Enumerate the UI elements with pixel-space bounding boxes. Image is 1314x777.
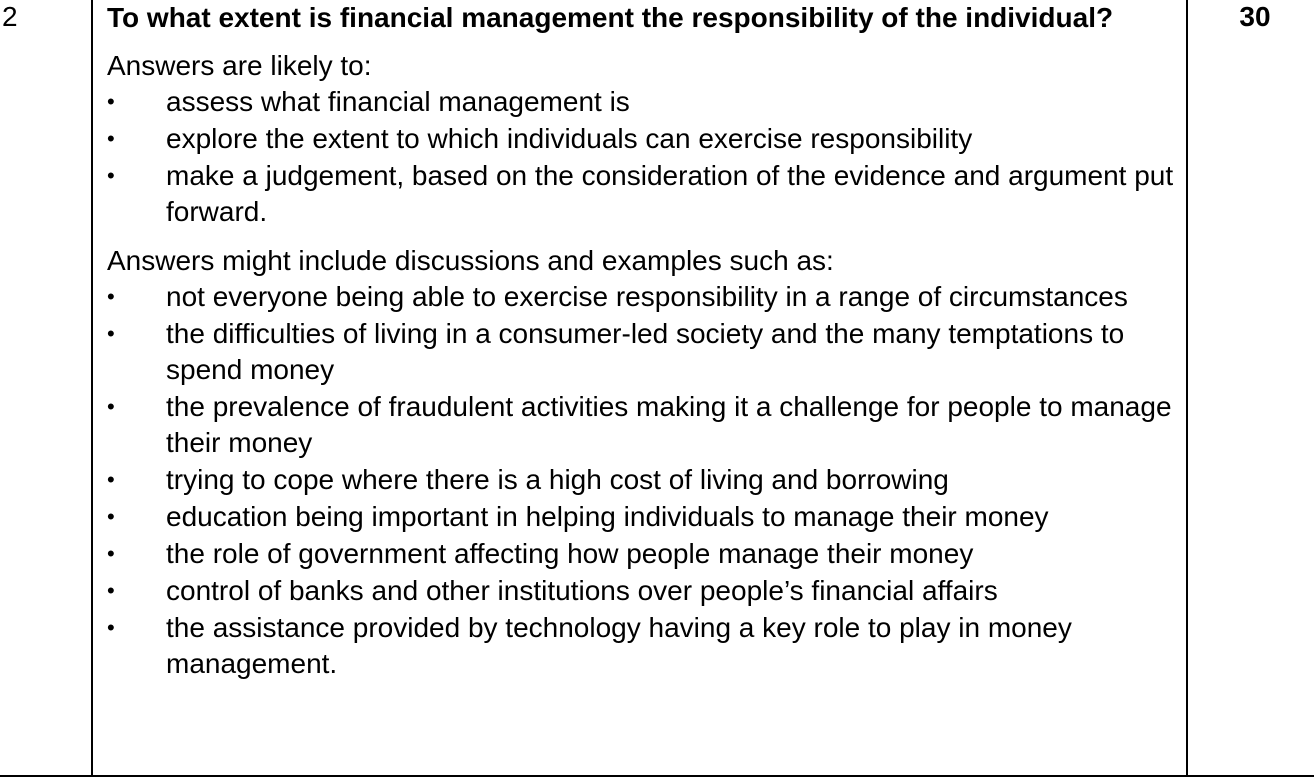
section1-list: • assess what financial management is • ex… xyxy=(107,84,1177,230)
bullet-icon: • xyxy=(107,126,115,151)
list-item-text: assess what financial management is xyxy=(166,86,630,117)
list-item-text: explore the extent to which individuals … xyxy=(166,123,973,154)
question-text: To what extent is financial management t… xyxy=(107,2,1114,33)
marks-cell: 30 xyxy=(1239,1,1271,32)
section1-intro: Answers are likely to: xyxy=(107,50,372,81)
list-item-text: not everyone being able to exercise resp… xyxy=(166,281,1128,312)
bullet-icon: • xyxy=(107,615,115,640)
list-item: • assess what financial management is xyxy=(107,84,1177,120)
bullet-icon: • xyxy=(107,394,115,419)
bullet-icon: • xyxy=(107,89,115,114)
bullet-icon: • xyxy=(107,578,115,603)
list-item: • the role of government affecting how pe… xyxy=(107,536,1177,572)
section2-intro: Answers might include discussions and ex… xyxy=(107,245,834,276)
list-item: • the assistance provided by technology h… xyxy=(107,610,1177,682)
list-item-text: the assistance provided by technology ha… xyxy=(166,612,1072,679)
list-item-text: the difficulties of living in a consumer… xyxy=(166,318,1125,385)
column-divider-right xyxy=(1186,0,1188,777)
list-item: • the difficulties of living in a consume… xyxy=(107,316,1177,388)
list-item: • not everyone being able to exercise res… xyxy=(107,279,1177,315)
section2-list: • not everyone being able to exercise res… xyxy=(107,279,1177,682)
list-item-text: trying to cope where there is a high cos… xyxy=(166,464,949,495)
list-item-text: make a judgement, based on the considera… xyxy=(166,160,1174,227)
list-item: • make a judgement, based on the consider… xyxy=(107,158,1177,230)
bullet-icon: • xyxy=(107,163,115,188)
list-item: • control of banks and other institutions… xyxy=(107,573,1177,609)
list-item-text: control of banks and other institutions … xyxy=(166,575,998,606)
bullet-icon: • xyxy=(107,541,115,566)
list-item: • trying to cope where there is a high co… xyxy=(107,462,1177,498)
guidance-cell: To what extent is financial management t… xyxy=(107,0,1177,683)
list-item: • explore the extent to which individuals… xyxy=(107,121,1177,157)
bullet-icon: • xyxy=(107,467,115,492)
list-item-text: the prevalence of fraudulent activities … xyxy=(166,391,1172,458)
bullet-icon: • xyxy=(107,284,115,309)
list-item: • the prevalence of fraudulent activities… xyxy=(107,389,1177,461)
list-item-text: the role of government affecting how peo… xyxy=(166,538,974,569)
column-divider-left xyxy=(91,0,93,777)
question-number: 2 xyxy=(2,1,18,32)
bullet-icon: • xyxy=(107,504,115,529)
row-bottom-border xyxy=(0,775,1314,777)
list-item-text: education being important in helping ind… xyxy=(166,501,1049,532)
bullet-icon: • xyxy=(107,321,115,346)
list-item: • education being important in helping in… xyxy=(107,499,1177,535)
